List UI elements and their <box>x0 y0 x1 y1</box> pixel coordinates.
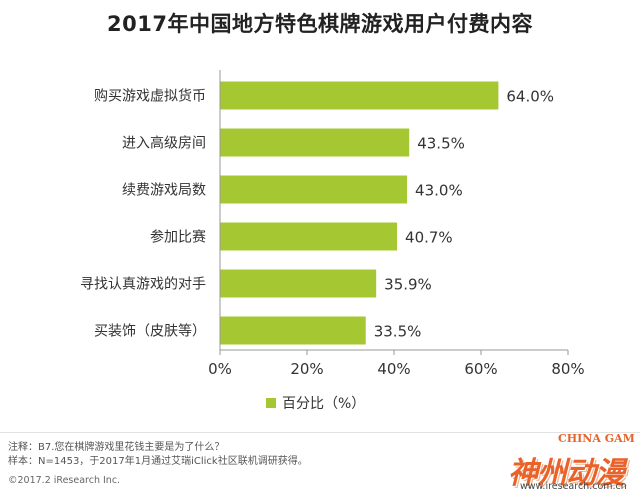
value-labels: 64.0% 43.5% 43.0% 40.7% 35.9% 33.5% <box>374 88 554 341</box>
category-label: 参加比赛 <box>150 229 206 246</box>
bar <box>220 316 366 345</box>
bar-chart: 购买游戏虚拟货币进入高级房间续费游戏局数参加比赛寻找认真游戏的对手买装饰（皮肤等… <box>80 70 585 412</box>
category-label: 续费游戏局数 <box>122 182 206 199</box>
x-tick-label: 80% <box>551 360 584 378</box>
bar <box>220 175 408 204</box>
bar <box>220 128 410 157</box>
legend: 百分比（%） <box>266 396 365 412</box>
watermark-top-text: CHINA GAM <box>558 432 635 445</box>
category-label: 寻找认真游戏的对手 <box>80 277 206 293</box>
value-label: 40.7% <box>405 229 453 247</box>
x-tick-label: 0% <box>208 360 232 378</box>
x-tick-label: 20% <box>290 360 323 378</box>
watermark-logo: CHINA GAM 神州动漫 www.iresearch.com.cn <box>500 430 640 493</box>
category-label: 购买游戏虚拟货币 <box>94 88 206 105</box>
category-label: 进入高级房间 <box>122 135 206 152</box>
category-label: 买装饰（皮肤等） <box>94 323 206 340</box>
value-label: 43.5% <box>417 135 465 153</box>
legend-label: 百分比（%） <box>282 396 365 412</box>
legend-swatch <box>266 398 276 408</box>
note-sample: 样本：N=1453，于2017年1月通过艾瑞iClick社区联机调研获得。 <box>8 456 308 467</box>
x-tick-label: 40% <box>377 360 410 378</box>
copyright-text: ©2017.2 iResearch Inc. <box>8 475 121 486</box>
x-axis: 0% 20% 40% 60% 80% <box>208 70 585 378</box>
bar <box>220 81 499 110</box>
watermark-logo-text: 神州动漫 <box>508 456 625 491</box>
bar <box>220 222 398 251</box>
bar <box>220 269 377 298</box>
value-label: 64.0% <box>506 88 554 106</box>
value-label: 43.0% <box>415 182 463 200</box>
bars-group <box>220 81 499 345</box>
footer-divider <box>0 432 640 433</box>
x-tick-label: 60% <box>464 360 497 378</box>
value-label: 33.5% <box>374 323 422 341</box>
watermark-url: www.iresearch.com.cn <box>520 481 627 492</box>
chart-title: 2017年中国地方特色棋牌游戏用户付费内容 <box>107 12 533 36</box>
note-question: 注释：B7.您在棋牌游戏里花钱主要是为了什么？ <box>8 442 225 453</box>
value-label: 35.9% <box>384 276 432 294</box>
category-labels: 购买游戏虚拟货币进入高级房间续费游戏局数参加比赛寻找认真游戏的对手买装饰（皮肤等… <box>80 88 206 340</box>
